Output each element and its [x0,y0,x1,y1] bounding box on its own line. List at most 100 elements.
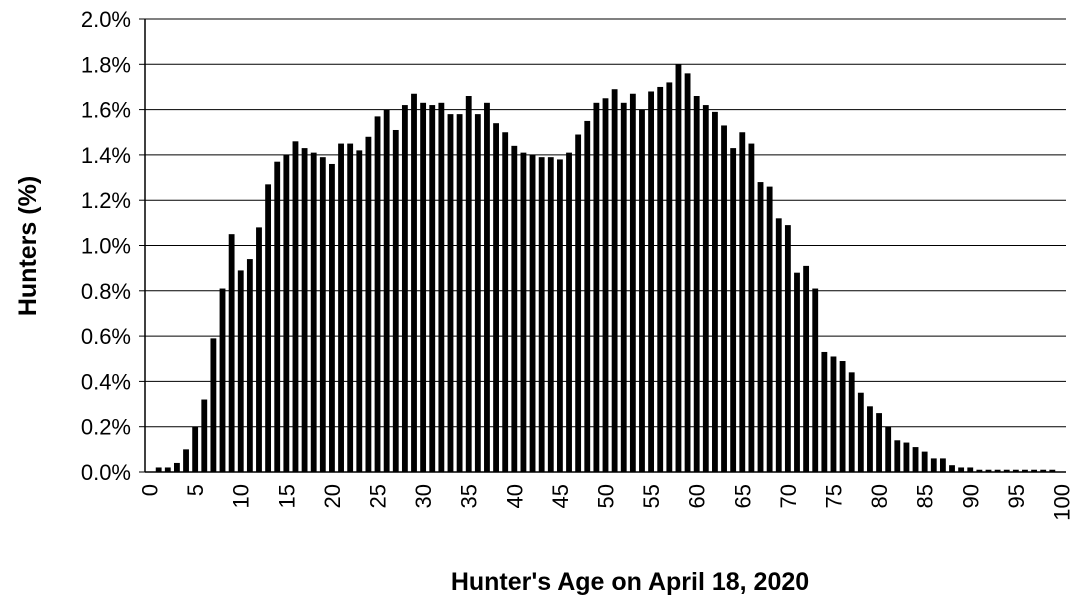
x-tick-label: 50 [594,484,619,508]
x-tick-label: 80 [867,484,892,508]
bar [319,157,326,473]
bar [1031,469,1038,472]
y-tick-label: 0.4% [81,369,131,394]
x-tick-label: 25 [366,484,391,508]
bar [420,102,427,473]
bar [848,372,855,472]
y-tick-label: 0.6% [81,324,131,349]
bar [173,462,180,472]
bar [1012,469,1019,472]
x-tick-label: 30 [411,484,436,508]
y-tick-label: 2.0% [81,7,131,32]
bar [803,265,810,472]
bar [164,467,171,472]
bar [958,467,965,472]
x-tick-label: 40 [502,484,527,508]
bar [867,406,873,472]
bar [493,123,499,472]
x-tick-label: 70 [776,484,801,508]
bar [812,288,819,472]
y-tick-label: 1.2% [81,188,131,213]
y-tick-label: 1.8% [81,52,131,77]
bar [775,218,782,472]
x-tick-label: 35 [457,484,482,508]
bar [1003,469,1010,472]
x-tick-label: 55 [639,484,664,508]
bar [593,102,600,473]
y-tick-label: 1.4% [81,143,131,168]
bar [629,93,636,473]
bar [757,182,764,472]
bar [219,288,226,472]
bar [857,392,864,472]
bar [702,105,709,472]
bar [237,270,244,472]
bar [511,145,518,472]
bar [766,186,773,473]
x-tick-label: 85 [913,484,938,508]
bar [657,86,664,472]
bar [748,143,755,472]
bar [730,148,737,473]
bar [584,120,591,473]
bar [411,93,417,473]
x-tick-label: 65 [730,484,755,508]
bar [794,272,800,472]
bar [474,114,481,472]
bar [839,361,846,472]
bar [183,449,189,472]
bar [739,132,746,472]
bar [921,451,928,472]
bar [447,114,454,472]
bar [648,91,655,472]
bar [675,64,682,473]
bar [611,89,618,472]
x-tick-label: 10 [229,484,254,508]
bar [365,136,372,472]
bar [639,109,645,472]
bar [310,152,317,472]
x-tick-label: 20 [320,484,345,508]
bar [967,467,974,472]
bar [228,234,235,472]
bar [885,426,892,472]
bar [949,465,955,472]
bar [1040,469,1047,472]
bar [985,469,992,472]
bar [356,150,363,472]
x-tick-label: 5 [183,484,208,496]
bar [465,96,472,472]
bar [566,152,572,472]
x-tick-label: 95 [1004,484,1029,508]
bar [210,338,217,472]
bar [1049,469,1056,472]
bar [529,154,536,472]
bar [283,154,290,472]
bar [201,399,208,472]
bar [347,143,354,472]
bar [274,161,281,472]
bar [602,98,609,473]
x-tick-label: 15 [274,484,299,508]
y-tick-label: 1.6% [81,98,131,123]
bar [538,157,545,473]
bar [556,159,563,472]
bar [876,413,882,472]
bar [994,469,1001,472]
x-tick-label: 100 [1049,484,1074,521]
bar [484,102,490,473]
bar [192,426,199,472]
bar [939,458,946,472]
bar [292,141,299,472]
x-tick-label: 75 [821,484,846,508]
x-tick-label: 0 [138,484,163,496]
bar [429,105,436,472]
bar [155,467,162,472]
bar [976,469,983,472]
bar [401,105,408,472]
bar [821,351,828,472]
bar [520,152,527,472]
x-axis-title: Hunter's Age on April 18, 2020 [451,568,809,596]
bar [374,116,381,473]
